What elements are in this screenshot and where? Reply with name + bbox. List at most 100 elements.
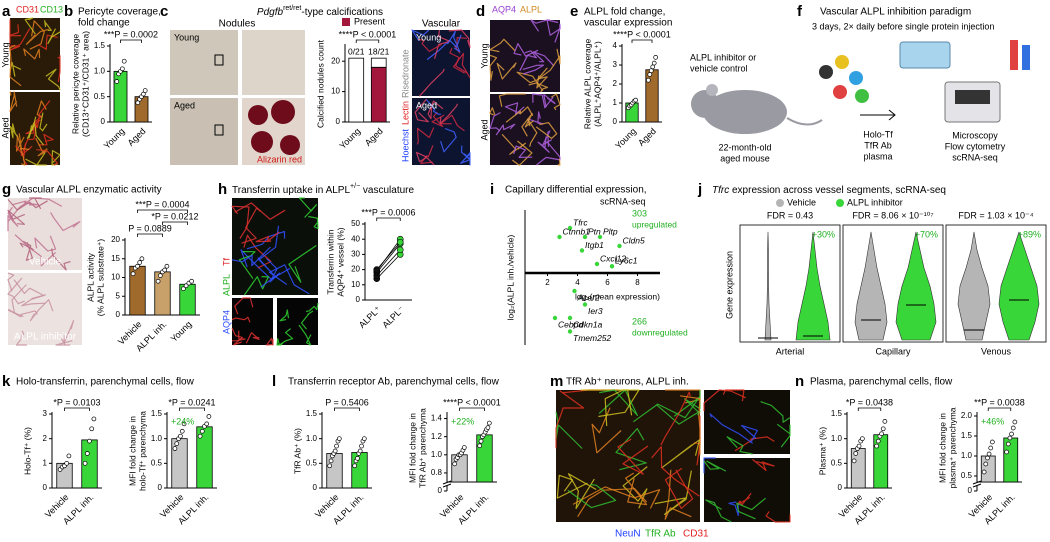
gene-label: Tmem252 [573,333,612,343]
label: ALPL inhibitor [14,332,77,343]
vessel [33,100,51,129]
vessel [19,147,30,166]
percent-change: +24% [171,416,194,426]
panel-letter: j [697,181,702,198]
vessel [504,102,525,115]
bar-segment [370,57,387,68]
vessel [231,246,271,267]
vessel [532,93,554,109]
data-point [485,425,491,430]
significance-bracket [459,407,485,411]
label: 266 [632,316,647,326]
vessel [9,91,18,113]
data-point [197,433,203,439]
pair-line [376,243,401,273]
vessel [25,152,47,166]
percent-change: +89% [1018,229,1041,239]
data-point [879,431,884,437]
data-point [452,461,458,467]
data-point [1010,425,1016,431]
p-value: P = 0.5406 [325,397,369,407]
vessel [37,34,58,50]
data-point [114,79,120,84]
data-point [478,438,484,444]
vessel [21,294,47,307]
vessel [664,469,692,520]
violin [795,231,831,341]
p-value: ***P = 0.0006 [361,207,415,217]
vessel [705,499,732,523]
y-tick-label: 20 [111,235,120,244]
vessel [498,93,526,107]
vessel [234,297,254,315]
vessel [7,272,15,292]
vessel [36,149,58,166]
data-point [647,72,653,77]
legend-swatch [776,199,784,207]
segment-label: Arterial [776,346,805,356]
vessel [489,54,498,81]
vessel [446,30,461,53]
y-tick-label: 1.5 [831,409,843,418]
label: Nodules [219,19,256,30]
vessel [661,439,701,469]
x-tick-label: 6 [605,278,610,287]
axis-break [442,480,452,488]
panel-title: ALPL fold change, [584,7,665,18]
y-tick-label: 0.5 [831,458,843,467]
gene-label: Itgb1 [585,240,604,250]
y-tick-label: 20 [331,56,340,65]
y-axis-label: TfR Ab⁺ (%) [292,428,302,474]
violin [854,231,888,341]
significance-bracket [137,233,163,237]
gene-label: Cldn5 [623,235,645,245]
significance-bracket [334,407,360,411]
vessel [622,466,648,509]
label: NeuN [615,529,641,540]
y-tick-label: 1.2 [431,432,443,441]
title-part: Pdgfb [257,7,284,18]
y-tick-label: 0.5 [306,458,318,467]
vessel [513,145,533,158]
vessel [734,436,775,452]
label: Young [0,42,10,67]
axis-break [972,480,982,488]
data-point [84,451,90,456]
y-axis-label: (% ALPL substrate⁺) [95,239,105,317]
vessel [452,52,471,79]
data-point [91,416,97,422]
vessel [279,328,294,346]
label: vehicle control [690,63,748,73]
data-point [396,246,404,254]
vessel [591,407,622,454]
vessel [298,324,312,346]
vessel [448,29,471,48]
data-point [461,445,467,450]
label: Aged [0,117,10,138]
panel-title: Transferrin uptake in ALPL+/− vasculatur… [232,183,415,196]
micrograph [8,198,82,270]
vessel [276,338,284,346]
vessel [231,205,250,239]
mouse-ear [706,84,718,96]
vessel [495,123,516,136]
vessel [722,389,745,402]
p-value: ****P < 0.0001 [613,29,671,39]
vessel [546,19,561,36]
vessel [776,423,791,448]
vessel [9,123,19,139]
bar [171,438,188,489]
percent-change: +22% [451,416,474,426]
vessel [726,436,753,455]
label: Flow cytometry [945,141,1006,151]
data-point [332,448,338,454]
panel-title: Vascular ALPL enzymatic activity [16,185,162,196]
vessel [419,68,445,97]
label: CD31 [16,4,39,14]
y-tick-label: 2 [613,79,618,88]
panel-title: Transferrin receptor Ab, parenchymal cel… [288,377,500,388]
data-point [648,68,654,74]
gene-label: Cebpd [558,319,583,329]
data-point [327,463,333,469]
label: Vascular [422,19,461,30]
